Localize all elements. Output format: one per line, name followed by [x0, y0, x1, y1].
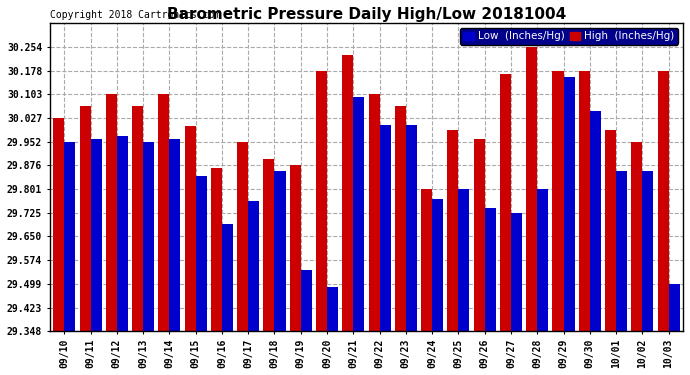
Bar: [458, 189, 469, 331]
Bar: [616, 171, 627, 331]
Bar: [222, 224, 233, 331]
Bar: [447, 130, 458, 331]
Bar: [237, 142, 248, 331]
Bar: [432, 199, 443, 331]
Bar: [290, 165, 301, 331]
Bar: [90, 138, 101, 331]
Bar: [631, 142, 642, 331]
Bar: [301, 270, 312, 331]
Bar: [421, 189, 432, 331]
Bar: [669, 284, 680, 331]
Bar: [579, 71, 590, 331]
Bar: [327, 286, 338, 331]
Bar: [511, 213, 522, 331]
Bar: [484, 208, 495, 331]
Bar: [406, 125, 417, 331]
Bar: [117, 136, 128, 331]
Bar: [316, 71, 327, 331]
Bar: [342, 55, 353, 331]
Bar: [143, 142, 154, 331]
Bar: [538, 189, 549, 331]
Bar: [185, 126, 196, 331]
Text: Copyright 2018 Cartronics.com: Copyright 2018 Cartronics.com: [50, 10, 220, 20]
Bar: [275, 171, 286, 331]
Bar: [353, 98, 364, 331]
Bar: [158, 94, 169, 331]
Bar: [605, 130, 616, 331]
Bar: [658, 71, 669, 331]
Title: Barometric Pressure Daily High/Low 20181004: Barometric Pressure Daily High/Low 20181…: [167, 7, 566, 22]
Bar: [564, 77, 575, 331]
Bar: [473, 138, 484, 331]
Bar: [642, 171, 653, 331]
Bar: [526, 47, 538, 331]
Bar: [169, 138, 180, 331]
Bar: [264, 159, 275, 331]
Bar: [53, 118, 64, 331]
Bar: [248, 201, 259, 331]
Bar: [64, 142, 75, 331]
Bar: [380, 125, 391, 331]
Bar: [79, 106, 90, 331]
Bar: [106, 94, 117, 331]
Bar: [500, 74, 511, 331]
Bar: [553, 71, 564, 331]
Legend: Low  (Inches/Hg), High  (Inches/Hg): Low (Inches/Hg), High (Inches/Hg): [460, 28, 678, 45]
Bar: [395, 106, 406, 331]
Bar: [211, 168, 222, 331]
Bar: [132, 106, 143, 331]
Bar: [196, 177, 207, 331]
Bar: [590, 111, 601, 331]
Bar: [368, 94, 380, 331]
